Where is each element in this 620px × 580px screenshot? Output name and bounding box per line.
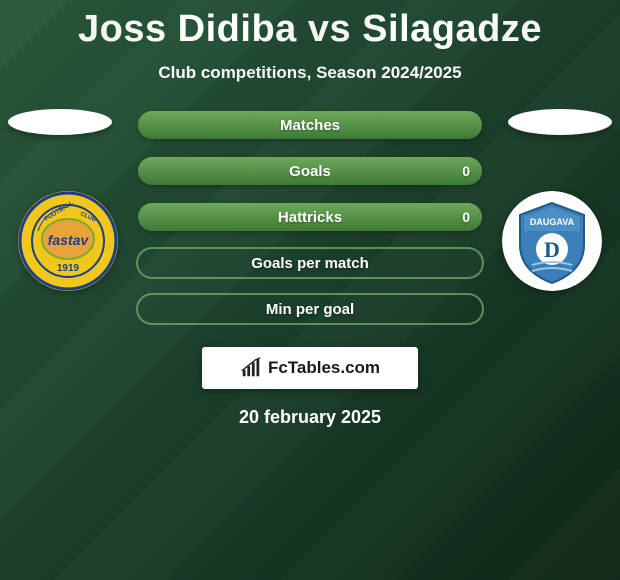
comparison-stage: fastav 1919 FOOTBALL CLUB DAUGAVA D Matc… bbox=[0, 111, 620, 428]
brand-badge: FcTables.com bbox=[202, 347, 418, 389]
date-text: 20 february 2025 bbox=[0, 407, 620, 428]
svg-text:fastav: fastav bbox=[48, 232, 90, 248]
stat-label: Hattricks bbox=[138, 209, 482, 226]
chart-icon bbox=[240, 357, 262, 379]
svg-text:DAUGAVA: DAUGAVA bbox=[530, 217, 575, 227]
stat-value-right: 0 bbox=[462, 209, 470, 225]
club-badge-right: DAUGAVA D bbox=[502, 191, 602, 291]
stat-label: Goals per match bbox=[138, 255, 482, 272]
stat-row-goals-per-match: Goals per match bbox=[138, 249, 482, 277]
badge-shadow-right bbox=[508, 109, 612, 135]
stat-row-hattricks: Hattricks 0 bbox=[138, 203, 482, 231]
daugava-icon: DAUGAVA D bbox=[502, 191, 602, 291]
fastav-zlin-icon: fastav 1919 FOOTBALL CLUB bbox=[18, 191, 118, 291]
svg-text:1919: 1919 bbox=[57, 263, 80, 274]
svg-text:D: D bbox=[544, 237, 560, 262]
stat-row-min-per-goal: Min per goal bbox=[138, 295, 482, 323]
badge-shadow-left bbox=[8, 109, 112, 135]
brand-text: FcTables.com bbox=[268, 358, 380, 378]
club-badge-left: fastav 1919 FOOTBALL CLUB bbox=[18, 191, 118, 291]
stat-row-matches: Matches bbox=[138, 111, 482, 139]
stat-label: Goals bbox=[138, 163, 482, 180]
stat-row-goals: Goals 0 bbox=[138, 157, 482, 185]
page-title: Joss Didiba vs Silagadze bbox=[0, 0, 620, 51]
stat-rows: Matches Goals 0 Hattricks 0 Goals per ma… bbox=[138, 111, 482, 323]
stat-label: Min per goal bbox=[138, 301, 482, 318]
subtitle: Club competitions, Season 2024/2025 bbox=[0, 63, 620, 83]
stat-value-right: 0 bbox=[462, 163, 470, 179]
stat-label: Matches bbox=[138, 117, 482, 134]
